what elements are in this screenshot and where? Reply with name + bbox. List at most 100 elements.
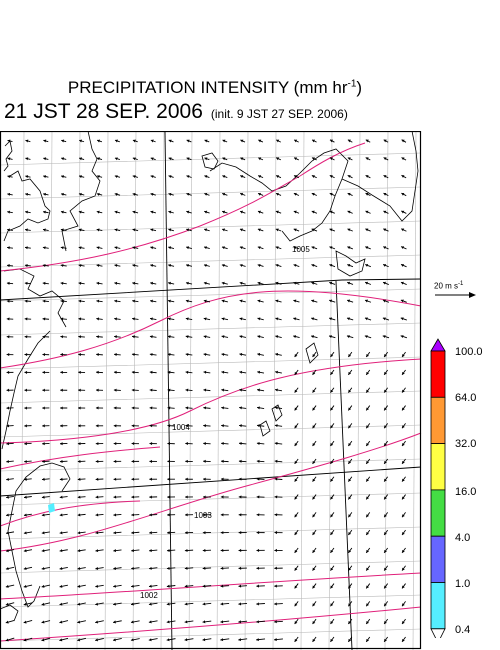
wind-vector (95, 602, 104, 606)
colorbar-under-triangle (430, 628, 446, 638)
wind-vector (24, 299, 32, 303)
wind-vector (312, 529, 317, 536)
wind-vector (149, 370, 157, 374)
wind-vector (274, 513, 283, 517)
wind-vector (185, 477, 193, 481)
wind-vector (294, 458, 299, 465)
wind-vector (149, 335, 157, 339)
wind-vector (203, 477, 211, 481)
wind-vector (166, 566, 176, 570)
wind-vector (256, 620, 266, 624)
wind-vector (400, 263, 407, 268)
wind-vector (168, 175, 174, 179)
wind-vector (293, 299, 300, 303)
wind-vector (166, 548, 176, 553)
wind-vector (185, 299, 193, 303)
wind-vector (311, 139, 317, 143)
wind-vector (239, 317, 246, 321)
wind-vector (257, 210, 264, 214)
wind-vector (239, 335, 247, 339)
wind-vector (23, 566, 33, 571)
wind-vector (274, 531, 283, 535)
wind-vector (78, 228, 85, 232)
wind-vector (220, 477, 229, 481)
wind-vector (24, 353, 32, 357)
wind-vector (275, 317, 282, 321)
wind-vector (220, 531, 229, 535)
wind-vector (41, 513, 50, 517)
wind-vector (347, 369, 353, 376)
wind-vector (383, 369, 389, 376)
grid-line (0, 322, 422, 336)
wind-vector (95, 566, 104, 570)
wind-vector (185, 317, 193, 321)
wind-vector (59, 584, 68, 588)
wind-vector (132, 210, 139, 214)
wind-vector (294, 547, 299, 554)
wind-vector (400, 317, 407, 321)
wind-vector (167, 406, 175, 410)
wind-vector (401, 565, 406, 571)
wind-vector (365, 139, 371, 143)
island-ryukyu-b (259, 420, 271, 437)
wind-vector (7, 246, 13, 250)
wind-vector (42, 246, 49, 250)
island-taiwan (7, 462, 71, 608)
wind-vector (347, 246, 354, 250)
wind-vector (365, 565, 371, 571)
wind-vector (5, 566, 15, 571)
wind-vector (186, 210, 192, 214)
wind-vector (25, 139, 31, 143)
wind-vector (131, 370, 139, 374)
wind-vector (24, 246, 31, 250)
wind-vector (113, 549, 122, 553)
isobar-label: 1005 (292, 245, 310, 254)
coast-korea (61, 131, 101, 252)
wind-vector (382, 263, 389, 268)
wind-vector (6, 442, 14, 446)
wind-vector (167, 442, 175, 446)
grid-line-major (335, 280, 353, 650)
wind-vector (114, 246, 121, 250)
wind-vector (185, 263, 193, 267)
wind-vector (275, 192, 282, 196)
wind-vector (383, 565, 389, 571)
coast-shandong (3, 268, 67, 328)
colorbar-tick: 64.0 (455, 392, 477, 404)
wind-vector (131, 424, 139, 428)
wind-vector (365, 369, 371, 376)
wind-vector (96, 352, 103, 357)
wind-vector (113, 495, 122, 499)
wind-vector (132, 157, 138, 161)
wind-vector (275, 228, 282, 232)
wind-vector (312, 405, 317, 411)
wind-vector (132, 139, 138, 143)
wind-vector (330, 476, 335, 482)
wind-vector (312, 494, 317, 500)
wind-vector (347, 387, 353, 393)
isobar-line (0, 290, 422, 369)
wind-reference-arrow (435, 292, 476, 298)
wind-vector (24, 459, 32, 464)
wind-vector (202, 638, 212, 642)
wind-vector (294, 423, 299, 429)
wind-vector (41, 584, 51, 588)
wind-vector (42, 406, 50, 410)
wind-vector (276, 139, 281, 143)
wind-vector (77, 549, 86, 553)
wind-vector (238, 584, 247, 588)
wind-vector (294, 512, 299, 518)
wind-vector (220, 495, 229, 499)
wind-vector (166, 638, 176, 642)
wind-vector (95, 406, 104, 410)
wind-vector (114, 192, 121, 196)
wind-vector (132, 281, 139, 285)
wind-vector (221, 210, 228, 214)
wind-vector (330, 512, 335, 518)
wind-vector (294, 565, 299, 571)
wind-vector (221, 317, 229, 321)
wind-vector (24, 335, 32, 339)
wind-vector (364, 299, 372, 303)
wind-vector (78, 246, 85, 250)
wind-vector (257, 317, 264, 321)
